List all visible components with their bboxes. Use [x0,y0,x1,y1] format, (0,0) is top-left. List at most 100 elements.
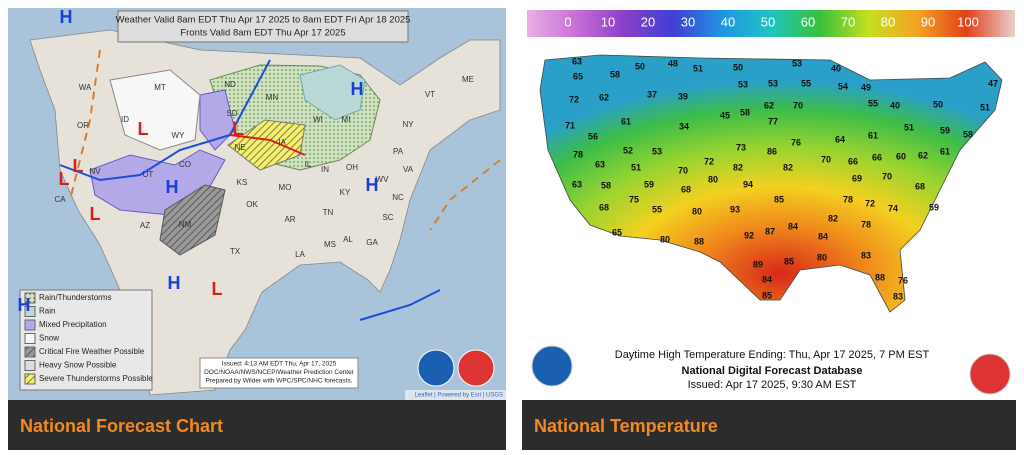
attribution-box [405,390,506,400]
front-cold-2 [359,289,441,321]
area-severe [227,119,306,171]
temperature-label: 58 [740,107,750,117]
temperature-label: 72 [569,94,579,104]
noaa-logo [531,345,573,387]
scale-label: 100 [957,14,979,29]
temperature-label: 37 [647,89,657,99]
temperature-label: 82 [828,213,838,223]
temperature-label: 51 [631,162,641,172]
temperature-label: 80 [692,206,702,216]
temperature-label: 51 [693,63,703,73]
state-label: PA [393,147,404,156]
caption[interactable]: National Forecast Chart [20,416,223,436]
pressure-center: H [168,273,181,293]
caption-bar [522,400,1016,450]
temperature-label: 66 [848,156,858,166]
legend-label: Rain [39,307,55,316]
state-label: AR [284,215,295,224]
temperature-label: 59 [644,179,654,189]
state-label: AL [343,235,353,244]
temperature-label: 59 [929,202,939,212]
temperature-label: 64 [835,134,845,144]
temperature-label: 61 [868,130,878,140]
temperature-label: 84 [762,274,772,284]
temperature-label: 88 [875,272,885,282]
legend-label: Mixed Precipitation [39,320,107,329]
pressure-center: H [166,177,179,197]
noaa-logo [417,349,455,387]
temperature-label: 47 [988,78,998,88]
temperature-label: 89 [753,259,763,269]
state-label: NC [392,193,404,202]
temperature-label: 61 [940,146,950,156]
temperature-label: 63 [572,179,582,189]
legend-swatch [24,319,36,331]
area-rain [299,64,366,121]
state-label: MT [154,83,166,92]
scale-label: 10 [601,14,615,29]
temperature-label: 74 [888,203,898,213]
temperature-label: 68 [915,181,925,191]
caption[interactable]: National Temperature [534,416,718,436]
temperature-label: 75 [629,194,639,204]
temperature-label: 87 [765,226,775,236]
temperature-label: 76 [898,275,908,285]
temperature-label: 59 [940,125,950,135]
temperature-label: 69 [852,173,862,183]
temperature-label: 50 [733,62,743,72]
temperature-label: 62 [599,92,609,102]
temperature-label: 40 [890,100,900,110]
caption-bar [8,400,506,450]
temperature-label: 62 [918,150,928,160]
temperature-label: 70 [678,165,688,175]
temperature-label: 61 [621,116,631,126]
legend-label: Snow [39,334,59,343]
area-mixed-2 [199,89,236,151]
footer-line: Issued: Apr 17 2025, 9:30 AM EST [688,379,857,391]
pressure-center: L [233,119,244,139]
scale-label: 40 [721,14,735,29]
legend-label: Severe Thunderstorms Possible [39,374,153,383]
temperature-label: 78 [861,219,871,229]
temperature-label: 85 [762,290,772,300]
area-fire [159,184,226,256]
temperature-label: 70 [882,171,892,181]
temperature-label: 53 [738,79,748,89]
pressure-center: H [60,7,73,27]
scale-label: 70 [841,14,855,29]
scale-label: 50 [761,14,775,29]
temperature-label: 62 [764,100,774,110]
state-label: TX [230,247,241,256]
temperature-label: 65 [612,227,622,237]
pressure-center: L [73,156,84,176]
legend-swatch [24,306,36,317]
state-label: NM [179,220,192,229]
state-label: KS [237,178,248,187]
trough [69,49,101,201]
temperature-label: 83 [861,250,871,260]
temp-land [539,54,1003,313]
temperature-label: 55 [868,98,878,108]
pressure-center: L [212,279,223,299]
temperature-label: 55 [801,78,811,88]
state-label: ME [462,75,474,84]
state-label: GA [366,238,378,247]
temperature-label: 80 [708,174,718,184]
temperature-label: 70 [793,100,803,110]
temperature-label: 56 [588,131,598,141]
temperature-label: 86 [767,146,777,156]
front-cold [59,59,271,182]
temperature-label: 60 [896,151,906,161]
header-box [117,10,409,43]
nws-logo [969,353,1011,395]
state-label: VT [425,90,435,99]
state-label: LA [295,250,305,259]
state-label: NY [402,120,414,129]
temperature-label: 53 [652,146,662,156]
nws-logo [457,349,495,387]
state-label: OH [346,163,358,172]
issued-line: DOC/NOAA/NWS/NCEP/Weather Prediction Cen… [204,369,355,376]
temperature-label: 82 [783,162,793,172]
state-label: CO [179,160,191,169]
